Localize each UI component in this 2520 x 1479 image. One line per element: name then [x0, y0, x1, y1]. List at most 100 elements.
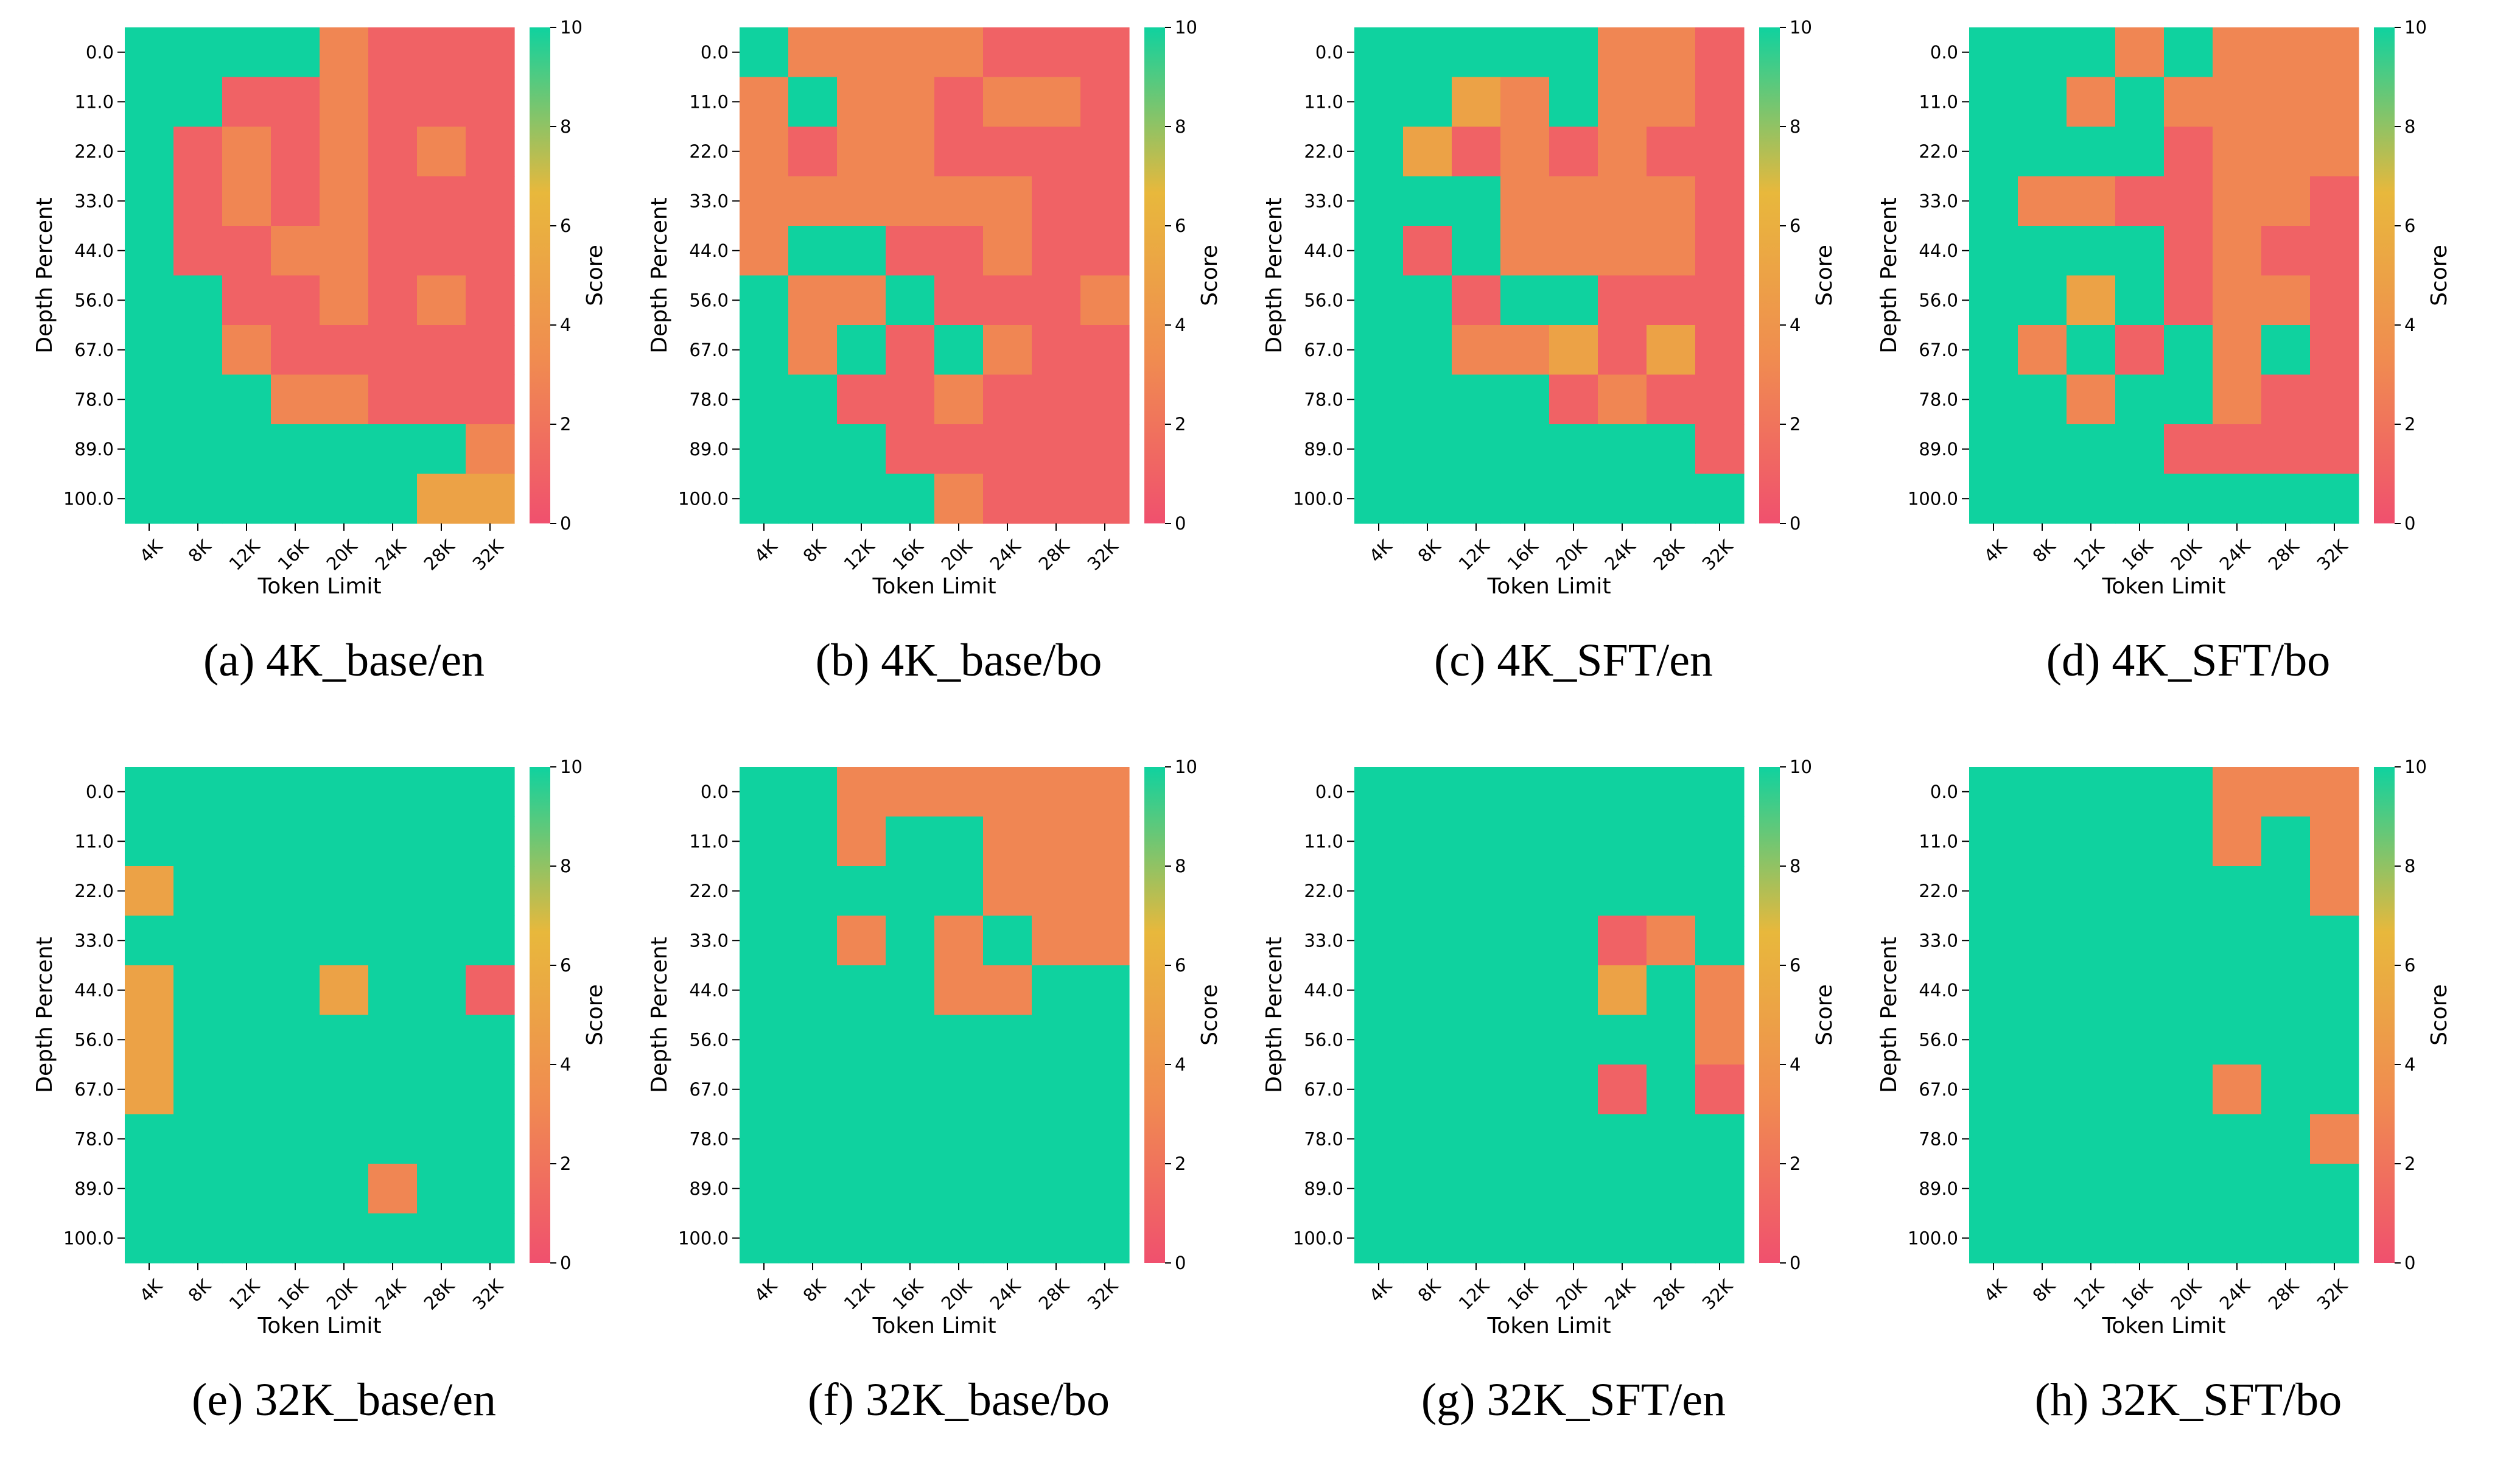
heatmap-cell [1080, 916, 1130, 966]
heatmap-cell [222, 325, 271, 375]
heatmap-cell [983, 817, 1032, 867]
heatmap-cell [222, 127, 271, 177]
heatmap-cell [417, 325, 466, 375]
heatmap-cell [1549, 817, 1598, 867]
heatmap-cell [837, 474, 886, 524]
y-tick-label: 0.0 [1315, 42, 1343, 63]
heatmap-cell [466, 916, 515, 966]
y-tick-label: 78.0 [1919, 389, 1958, 410]
heatmap-cell [1549, 474, 1598, 524]
heatmap-cell [1969, 325, 2018, 375]
x-tick-label: 12K [2070, 535, 2109, 574]
heatmap-cell [1549, 424, 1598, 474]
heatmap-cell [417, 77, 466, 127]
heatmap-panel-8: 0.0 11.0 22.0 33.0 44.0 56.0 67.0 78.0 89.0 100.0… [1877, 757, 2452, 1425]
heatmap-cell [173, 965, 223, 1015]
y-axis-label: Depth Percent [32, 197, 57, 354]
heatmap-cell [2310, 866, 2359, 916]
y-tick-label: 44.0 [689, 240, 729, 261]
y-tick-label: 22.0 [1919, 881, 1958, 901]
heatmap-cell [2310, 177, 2359, 226]
heatmap-cell [2213, 177, 2262, 226]
heatmap-cell [271, 965, 320, 1015]
heatmap-cell [2310, 127, 2359, 177]
heatmap-cell [1354, 1065, 1404, 1114]
heatmap-cell [740, 866, 789, 916]
heatmap-cell [417, 916, 466, 966]
heatmap-cell [1695, 817, 1745, 867]
x-tick-label: 32K [1083, 1274, 1122, 1313]
heatmap-cell [417, 177, 466, 226]
heatmap-cell [2213, 325, 2262, 375]
y-tick-label: 0.0 [1930, 781, 1958, 802]
heatmap-cell [740, 916, 789, 966]
x-tick-label: 8K [184, 1274, 215, 1306]
subfigure-caption: (h) 32K_SFT/bo [2035, 1374, 2342, 1425]
heatmap-cell [466, 965, 515, 1015]
heatmap-cell [1452, 817, 1501, 867]
heatmap-cell [1647, 375, 1696, 425]
heatmap-cell [466, 1214, 515, 1264]
x-tick-label: 28K [1650, 535, 1689, 574]
heatmap-cell [983, 1114, 1032, 1164]
heatmap-cell [886, 1065, 935, 1114]
heatmap-cell [740, 1015, 789, 1065]
y-tick-label: 78.0 [689, 389, 729, 410]
heatmap-cell [788, 77, 838, 127]
heatmap-cell [466, 424, 515, 474]
heatmap-cell [1647, 965, 1696, 1015]
heatmap-cell [2213, 77, 2262, 127]
heatmap-cell [1080, 965, 1130, 1015]
heatmap-cell [1969, 77, 2018, 127]
colorbar-tick-label: 6 [1175, 955, 1186, 976]
heatmap-cell [271, 1015, 320, 1065]
heatmap-cell [837, 767, 886, 817]
heatmap-cell [2213, 916, 2262, 966]
heatmap-cell [2261, 127, 2311, 177]
heatmap-cell [1647, 27, 1696, 77]
colorbar [1144, 767, 1165, 1263]
heatmap-cell [1500, 965, 1550, 1015]
heatmap-cell [1403, 226, 1452, 276]
heatmap-cell [837, 1114, 886, 1164]
x-axis-label: Token Limit [1486, 1313, 1611, 1338]
x-tick-label: 32K [469, 535, 508, 574]
heatmap-cell [1969, 1015, 2018, 1065]
heatmap-cell [934, 817, 984, 867]
y-tick-label: 11.0 [1304, 831, 1343, 851]
heatmap-cell [1647, 1114, 1696, 1164]
heatmap-cell [1403, 27, 1452, 77]
heatmap-cell [2310, 767, 2359, 817]
heatmap-cell [173, 226, 223, 276]
heatmap-cell [983, 77, 1032, 127]
heatmap-cell [1695, 127, 1745, 177]
heatmap-cell [837, 866, 886, 916]
heatmap-cell [740, 965, 789, 1015]
heatmap-cell [271, 27, 320, 77]
heatmap-cell [934, 916, 984, 966]
colorbar-tick-label: 8 [1175, 116, 1186, 137]
heatmap-cell [1647, 127, 1696, 177]
y-tick-label: 44.0 [689, 980, 729, 1001]
heatmap-cell [2261, 965, 2311, 1015]
heatmap-cell [2018, 1015, 2067, 1065]
heatmap-cell [417, 1015, 466, 1065]
heatmap-cell [2261, 866, 2311, 916]
heatmap-cell [2018, 767, 2067, 817]
heatmap-cell [173, 474, 223, 524]
heatmap-cell [125, 1214, 174, 1264]
heatmap-cell [2164, 767, 2213, 817]
x-tick-label: 8K [799, 1274, 830, 1306]
heatmap-cell [1969, 474, 2018, 524]
heatmap-cell [740, 1214, 789, 1264]
heatmap-cell [1598, 965, 1647, 1015]
colorbar-tick-label: 8 [560, 856, 571, 876]
heatmap-cell [983, 424, 1032, 474]
heatmap-cell [886, 276, 935, 326]
y-axis-label: Depth Percent [1877, 197, 1902, 354]
heatmap-cell [2115, 177, 2165, 226]
heatmap-cell [2067, 127, 2116, 177]
heatmap-cell [1032, 965, 1081, 1015]
heatmap-cell [1452, 1015, 1501, 1065]
heatmap-cell [1969, 916, 2018, 966]
